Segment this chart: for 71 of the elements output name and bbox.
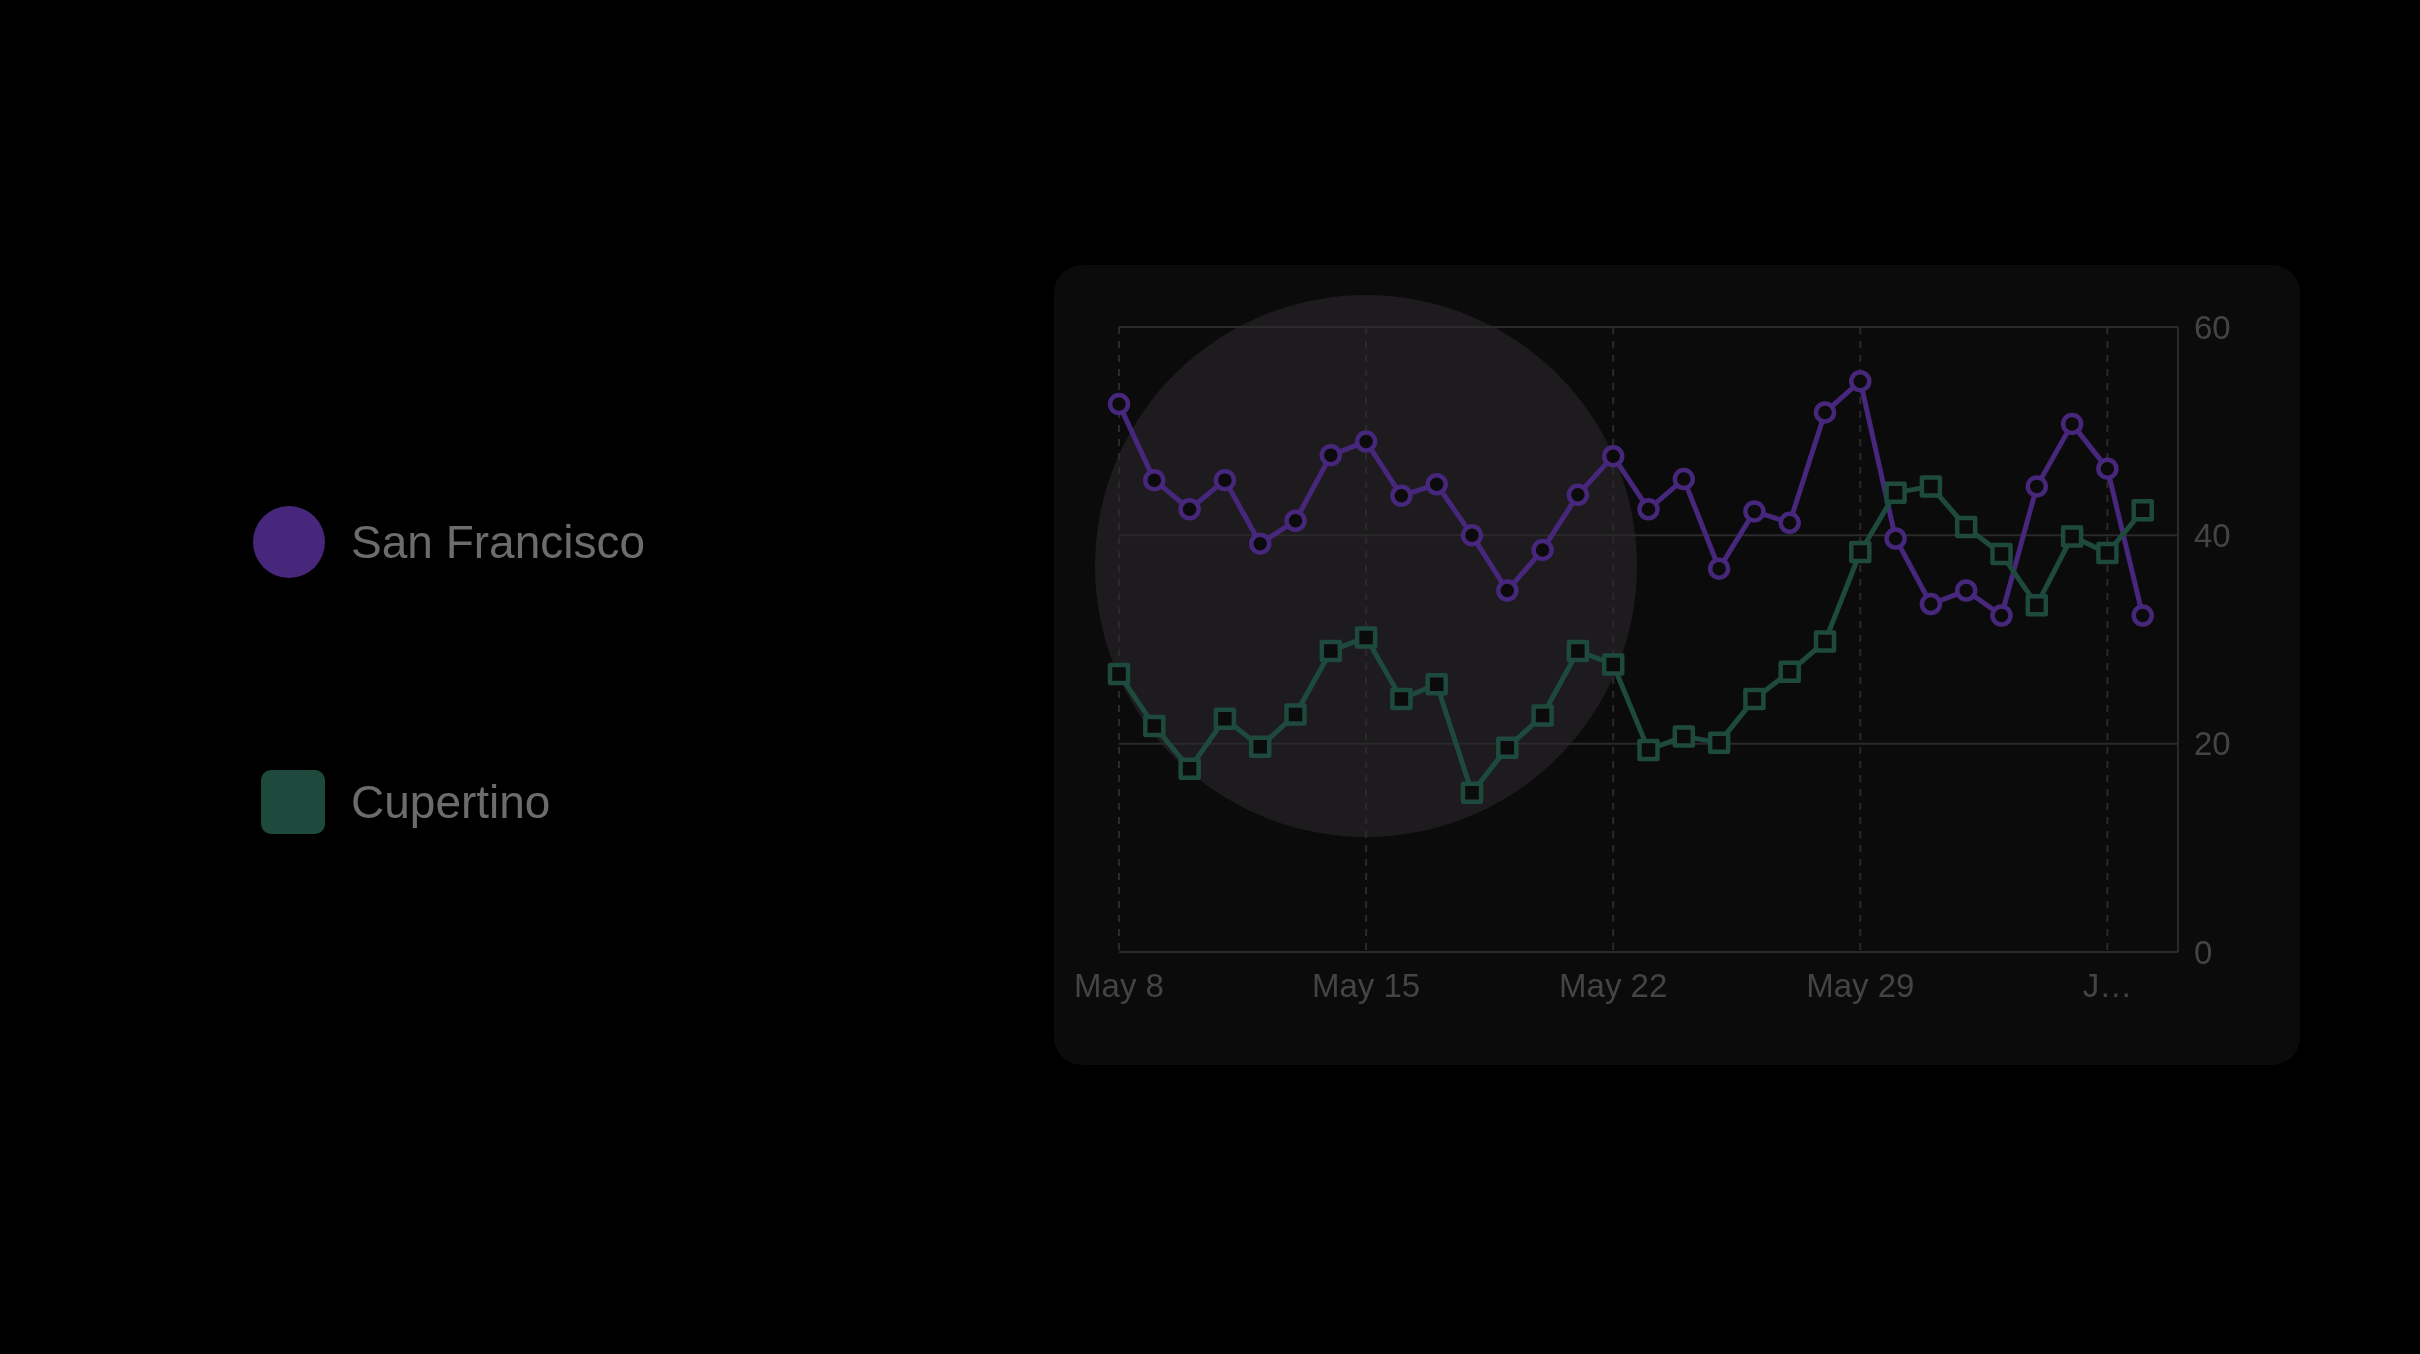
point	[1460, 781, 1484, 804]
point	[2060, 412, 2084, 436]
point	[1954, 515, 1978, 539]
legend-label: San Francisco	[351, 515, 646, 569]
point	[1178, 757, 1201, 780]
y-tick-label: 60	[2194, 308, 2231, 346]
point	[1707, 557, 1731, 580]
point	[1637, 498, 1660, 521]
point	[1319, 639, 1343, 663]
point	[1213, 468, 1237, 492]
point	[1354, 430, 1378, 453]
point	[1531, 538, 1554, 562]
point	[1460, 524, 1484, 547]
point	[1319, 443, 1343, 467]
point	[1284, 509, 1307, 532]
point	[1743, 687, 1766, 711]
point	[1425, 673, 1448, 696]
x-tick-label: May 15	[1311, 967, 1421, 1005]
point	[1107, 662, 1131, 686]
point	[2131, 604, 2154, 627]
y-tick-label: 40	[2194, 517, 2231, 555]
point	[1496, 736, 1519, 760]
point	[1637, 738, 1660, 762]
point	[2096, 457, 2119, 480]
point	[2096, 541, 2119, 565]
point	[1566, 483, 1590, 506]
point	[1425, 473, 1448, 496]
point	[1390, 484, 1413, 507]
x-tick-label: May 22	[1559, 967, 1668, 1005]
point	[1672, 467, 1696, 491]
x-tick-label: May 29	[1806, 967, 1915, 1005]
point	[1778, 511, 1801, 535]
point	[1743, 500, 1766, 523]
point	[2060, 525, 2084, 548]
point	[1390, 687, 1413, 711]
point	[1707, 731, 1731, 754]
point	[1849, 369, 1872, 393]
point	[1531, 704, 1554, 727]
point	[1354, 626, 1378, 649]
point	[1284, 703, 1307, 726]
point	[2025, 475, 2049, 498]
point	[1248, 532, 1272, 555]
point	[1954, 579, 1978, 602]
point	[1884, 481, 1907, 504]
point	[1143, 468, 1166, 492]
point	[1990, 542, 2013, 566]
point	[1672, 725, 1696, 748]
point	[1601, 444, 1625, 468]
point	[1919, 475, 1943, 498]
point	[2025, 593, 2049, 617]
point	[1601, 653, 1625, 676]
point	[1178, 498, 1201, 521]
point	[1990, 604, 2013, 627]
point	[1143, 714, 1166, 738]
point	[1919, 592, 1943, 616]
y-tick-label: 0	[2194, 933, 2213, 971]
point	[1849, 540, 1872, 564]
point	[1213, 707, 1237, 730]
point	[1496, 579, 1519, 602]
x-tick-label: May 8	[1074, 967, 1164, 1005]
point	[1107, 392, 1131, 416]
point	[2131, 499, 2154, 522]
point	[1566, 639, 1590, 663]
y-tick-label: 20	[2194, 725, 2231, 763]
point	[1884, 527, 1907, 550]
point	[1813, 401, 1837, 424]
x-tick-label: J…	[2082, 967, 2133, 1005]
point	[1813, 630, 1837, 653]
point	[1778, 660, 1801, 684]
point	[1248, 735, 1272, 759]
legend-label: Cupertino	[351, 775, 551, 829]
